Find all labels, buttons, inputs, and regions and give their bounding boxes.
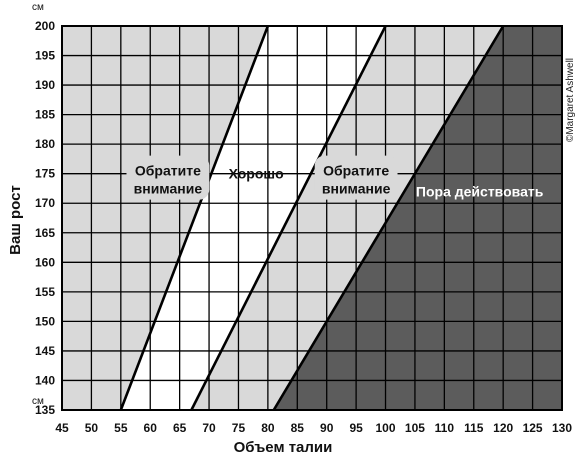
x-tick-label: 100 (376, 421, 396, 435)
y-tick-label: 140 (35, 373, 55, 387)
y-tick-label: 170 (35, 196, 55, 210)
x-tick-label: 55 (114, 421, 128, 435)
y-tick-label: 195 (35, 49, 55, 63)
zones-layer (62, 26, 562, 410)
zone-label: внимание (322, 181, 391, 197)
plot-border (61, 25, 563, 411)
x-unit-label: см (32, 396, 44, 407)
x-axis-title: Объем талии (234, 439, 333, 456)
y-tick-label: 135 (35, 403, 55, 417)
zone-good (120, 26, 386, 410)
y-tick-label: 180 (35, 137, 55, 151)
boundary-lines-layer (119, 25, 505, 411)
y-tick-label: 200 (35, 19, 55, 33)
x-tick-label: 70 (202, 421, 216, 435)
x-tick-label: 120 (493, 421, 513, 435)
y-unit-label: см (32, 2, 44, 13)
y-tick-label: 160 (35, 255, 55, 269)
zone-left-attention (62, 26, 268, 410)
y-tick-label: 190 (35, 78, 55, 92)
y-axis-title: Ваш рост (7, 185, 24, 255)
y-tick-label: 185 (35, 108, 55, 122)
x-tick-label: 65 (173, 421, 187, 435)
x-tick-label: 60 (144, 421, 158, 435)
copyright-note: ©Margaret Ashwell (565, 58, 576, 142)
x-tick-label: 95 (349, 421, 363, 435)
zone-label: Пора действовать (416, 183, 544, 199)
x-tick-label: 110 (435, 421, 455, 435)
zone-label: внимание (134, 181, 203, 197)
x-tick-label: 130 (552, 421, 572, 435)
x-tick-label: 50 (85, 421, 99, 435)
zone-label-band (314, 155, 398, 200)
x-tick-label: 125 (523, 421, 543, 435)
y-tick-label: 165 (35, 226, 55, 240)
x-tick-label: 45 (55, 421, 69, 435)
zone-label: Хорошо (229, 166, 284, 182)
boundary-line-1 (119, 25, 270, 411)
y-tick-labels: 135 140 145 150 155 160 165 170 175 180 185 190 195 2… (35, 19, 55, 417)
y-tick-label: 150 (35, 314, 55, 328)
y-tick-label: 175 (35, 167, 55, 181)
y-tick-label: 155 (35, 285, 55, 299)
x-tick-label: 90 (320, 421, 334, 435)
zone-labels: Обратите внимание Хорошо Обратите внимание По… (126, 155, 544, 200)
x-tick-label: 80 (261, 421, 275, 435)
zone-label: Обратите (135, 163, 201, 179)
x-tick-labels: 45 50 55 60 65 70 75 80 85 90 95 100 105 110 115 120 125… (55, 421, 572, 435)
x-tick-label: 105 (405, 421, 425, 435)
x-tick-label: 85 (291, 421, 305, 435)
boundary-line-3 (272, 25, 505, 411)
zone-act (273, 26, 562, 410)
zone-label-band (126, 155, 210, 200)
x-tick-label: 75 (232, 421, 246, 435)
zone-right-attention (191, 26, 504, 410)
x-tick-label: 115 (464, 421, 484, 435)
y-tick-label: 145 (35, 344, 55, 358)
boundary-line-2 (190, 25, 387, 411)
zone-label: Обратите (323, 163, 389, 179)
